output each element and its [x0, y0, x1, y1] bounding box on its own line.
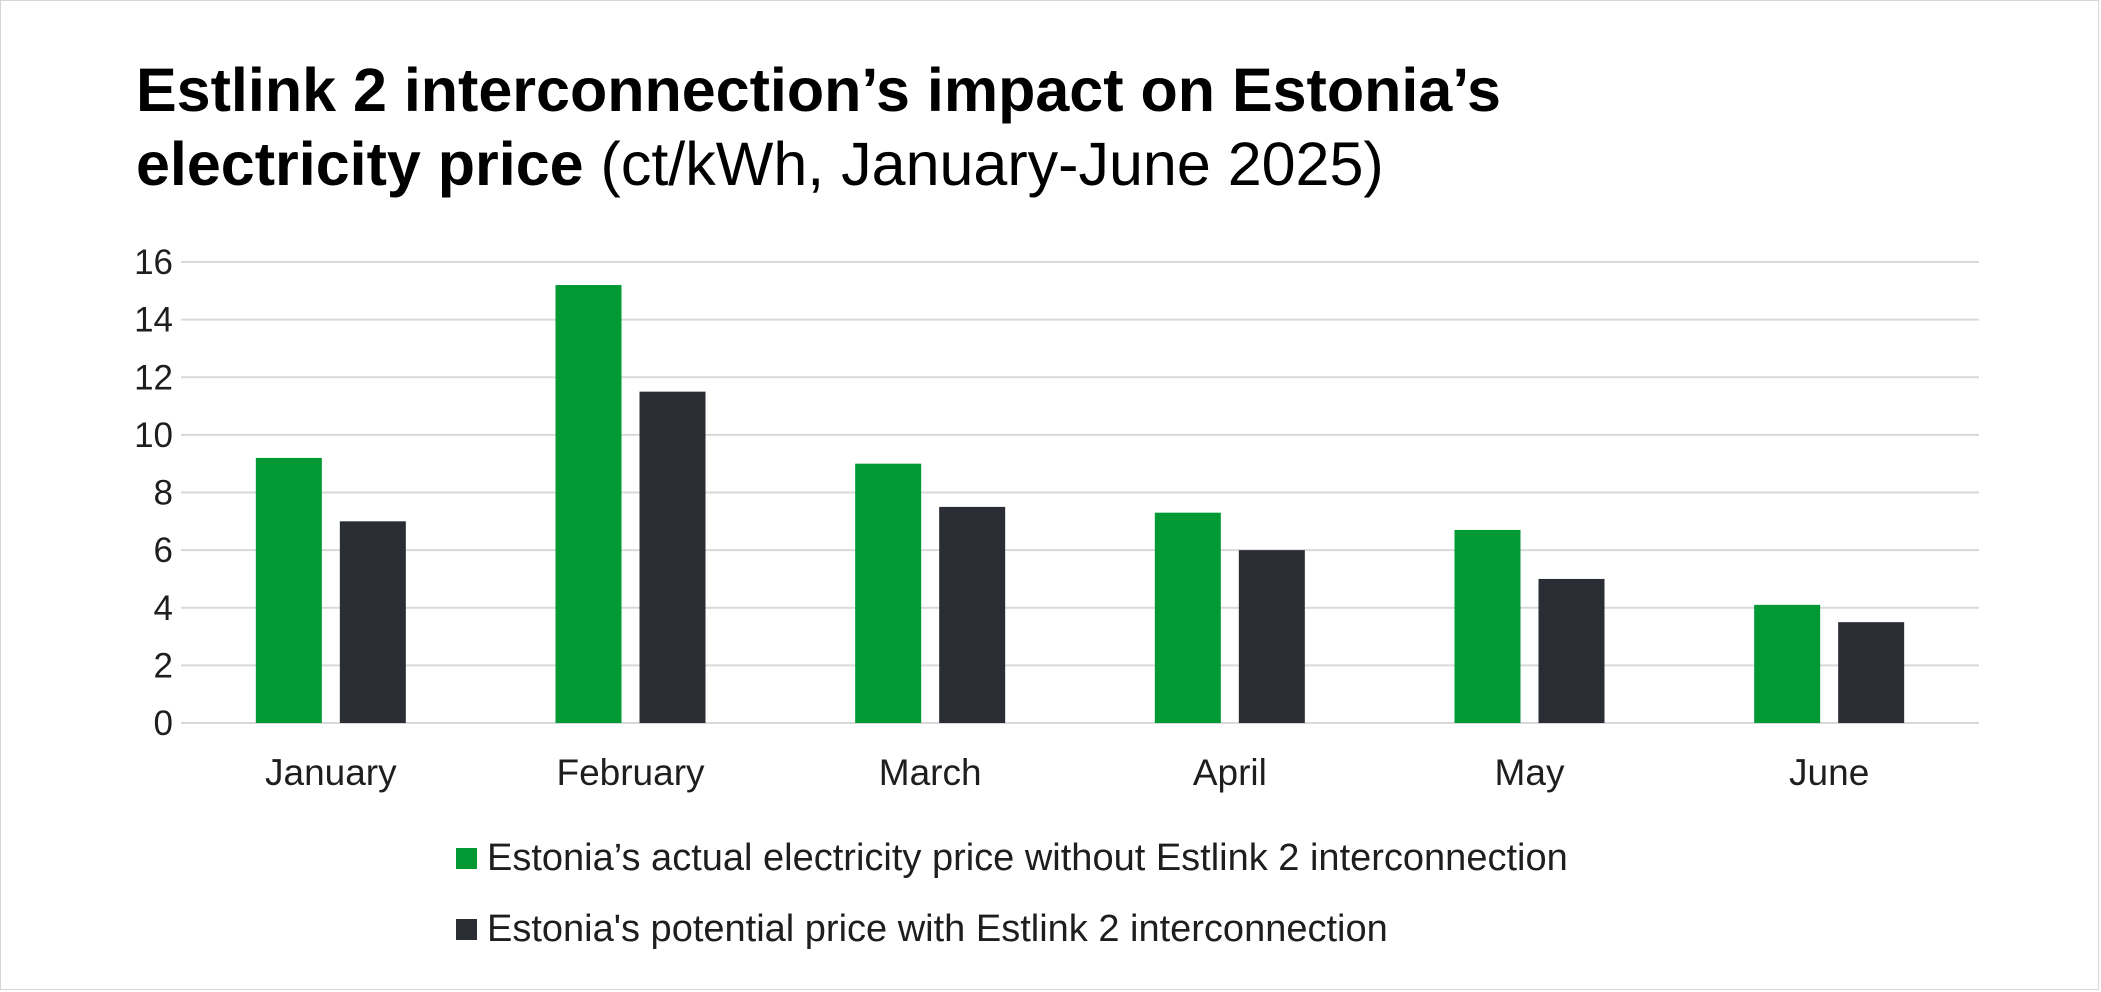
legend-swatch-actual: [456, 848, 477, 869]
x-tick-label-may: May: [1495, 752, 1565, 793]
x-tick-label-february: February: [556, 752, 705, 793]
title-line1: Estlink 2 interconnection’s impact on Es…: [136, 56, 1501, 124]
y-tick-label: 12: [134, 358, 173, 397]
bar-may-series-2: [1538, 578, 1605, 723]
y-tick-label: 16: [134, 243, 173, 282]
bar-june-series-1: [1754, 604, 1821, 723]
bar-january-series-1: [255, 457, 322, 723]
y-tick-label: 2: [154, 646, 173, 685]
bar-march-series-2: [939, 506, 1006, 723]
y-tick-label: 10: [134, 416, 173, 455]
title-unit: (ct/kWh, January-June 2025): [583, 130, 1384, 198]
bar-june-series-2: [1838, 622, 1905, 723]
legend-label-potential: Estonia's potential price with Estlink 2…: [487, 908, 1388, 950]
x-tick-label-april: April: [1193, 752, 1267, 793]
y-tick-label: 4: [154, 589, 173, 628]
x-tick-label-january: January: [265, 752, 397, 793]
y-tick-label: 14: [134, 301, 173, 340]
bar-january-series-2: [339, 521, 406, 723]
bar-february-series-2: [639, 391, 706, 723]
y-tick-label: 0: [154, 704, 173, 743]
title-line2: electricity price: [136, 130, 584, 198]
bar-april-series-1: [1154, 512, 1221, 723]
x-tick-label-june: June: [1789, 752, 1869, 793]
y-tick-label: 8: [154, 474, 173, 513]
x-tick-label-march: March: [879, 752, 982, 793]
bar-march-series-1: [855, 463, 922, 723]
bar-april-series-2: [1238, 550, 1305, 723]
y-tick-label: 6: [154, 531, 173, 570]
bar-may-series-1: [1454, 529, 1521, 723]
chart-title: Estlink 2 interconnection’s impact on Es…: [136, 53, 2036, 201]
legend-swatch-potential: [456, 919, 477, 940]
legend-label-actual: Estonia’s actual electricity price witho…: [487, 837, 1568, 879]
bar-february-series-1: [555, 285, 622, 723]
